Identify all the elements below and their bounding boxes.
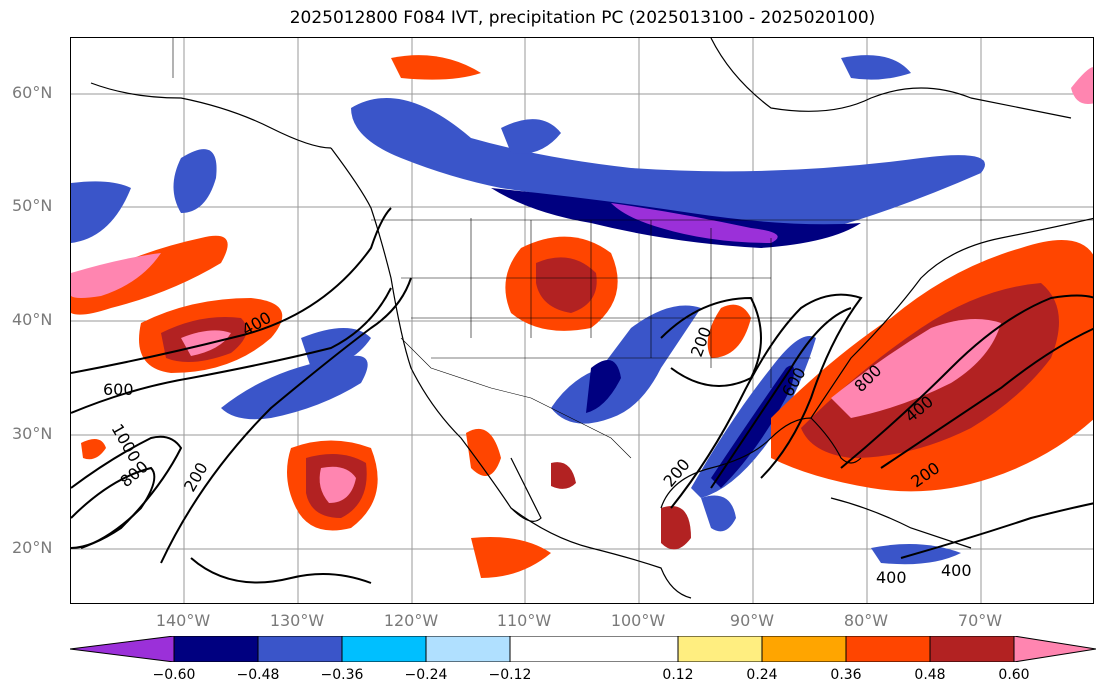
colorbar-cell-navy — [173, 636, 259, 662]
ivt-contours — [71, 207, 1093, 584]
lon-label-70w: 70°W — [957, 611, 1003, 630]
colorbar-cell-orange — [761, 636, 847, 662]
colorbar-tick-3: −0.24 — [404, 667, 448, 683]
lat-label-30n: 30°N — [12, 424, 53, 443]
lat-label-50n: 50°N — [12, 196, 53, 215]
lat-label-40n: 40°N — [12, 310, 53, 329]
coastlines — [90, 38, 1093, 599]
contour-label-600-pacific: 600 — [103, 380, 134, 399]
map-title: 2025012800 F084 IVT, precipitation PC (2… — [289, 8, 876, 28]
colorbar-cell-pink — [1013, 636, 1096, 662]
lon-label-90w: 90°W — [729, 611, 775, 630]
positive-precip-anomaly — [71, 55, 1093, 578]
lon-label-100w: 100°W — [610, 611, 666, 630]
colorbar-cell-yellow — [677, 636, 763, 662]
contour-label-800: 800 — [116, 457, 152, 491]
lon-label-140w: 140°W — [155, 611, 211, 630]
colorbar-cell-redorange — [845, 636, 931, 662]
map-canvas: 400 600 1000 800 200 200 200 400 200 600… — [71, 38, 1093, 603]
lon-label-130w: 130°W — [269, 611, 325, 630]
colorbar-cell-blue — [257, 636, 343, 662]
colorbar-tick-0: −0.60 — [152, 667, 196, 683]
colorbar-tick-1: −0.48 — [236, 667, 280, 683]
contour-label-200-pacific: 200 — [180, 459, 212, 495]
colorbar-tick-6: 0.24 — [746, 667, 778, 683]
lon-label-120w: 120°W — [383, 611, 439, 630]
colorbar-cell-lightblue — [425, 636, 511, 662]
contour-label-400-caribbean: 400 — [876, 568, 907, 587]
lat-label-20n: 20°N — [12, 538, 53, 557]
map-frame: 400 600 1000 800 200 200 200 400 200 600… — [70, 37, 1094, 604]
lat-label-60n: 60°N — [12, 83, 53, 102]
colorbar-tick-2: −0.36 — [320, 667, 364, 683]
colorbar-cell-white — [509, 636, 679, 662]
colorbar-tick-4: −0.12 — [488, 667, 532, 683]
colorbar-tick-8: 0.48 — [914, 667, 946, 683]
lon-label-80w: 80°W — [843, 611, 889, 630]
colorbar-tick-7: 0.36 — [830, 667, 862, 683]
colorbar-cell-purple — [70, 636, 175, 662]
borders — [172, 38, 1093, 459]
lon-label-110w: 110°W — [496, 611, 552, 630]
colorbar-cell-darkred — [929, 636, 1015, 662]
colorbar — [70, 636, 1096, 662]
contour-label-400-atlantic: 400 — [941, 561, 972, 580]
colorbar-cell-cyan — [341, 636, 427, 662]
colorbar-tick-5: 0.12 — [662, 667, 694, 683]
colorbar-tick-9: 0.60 — [998, 667, 1030, 683]
